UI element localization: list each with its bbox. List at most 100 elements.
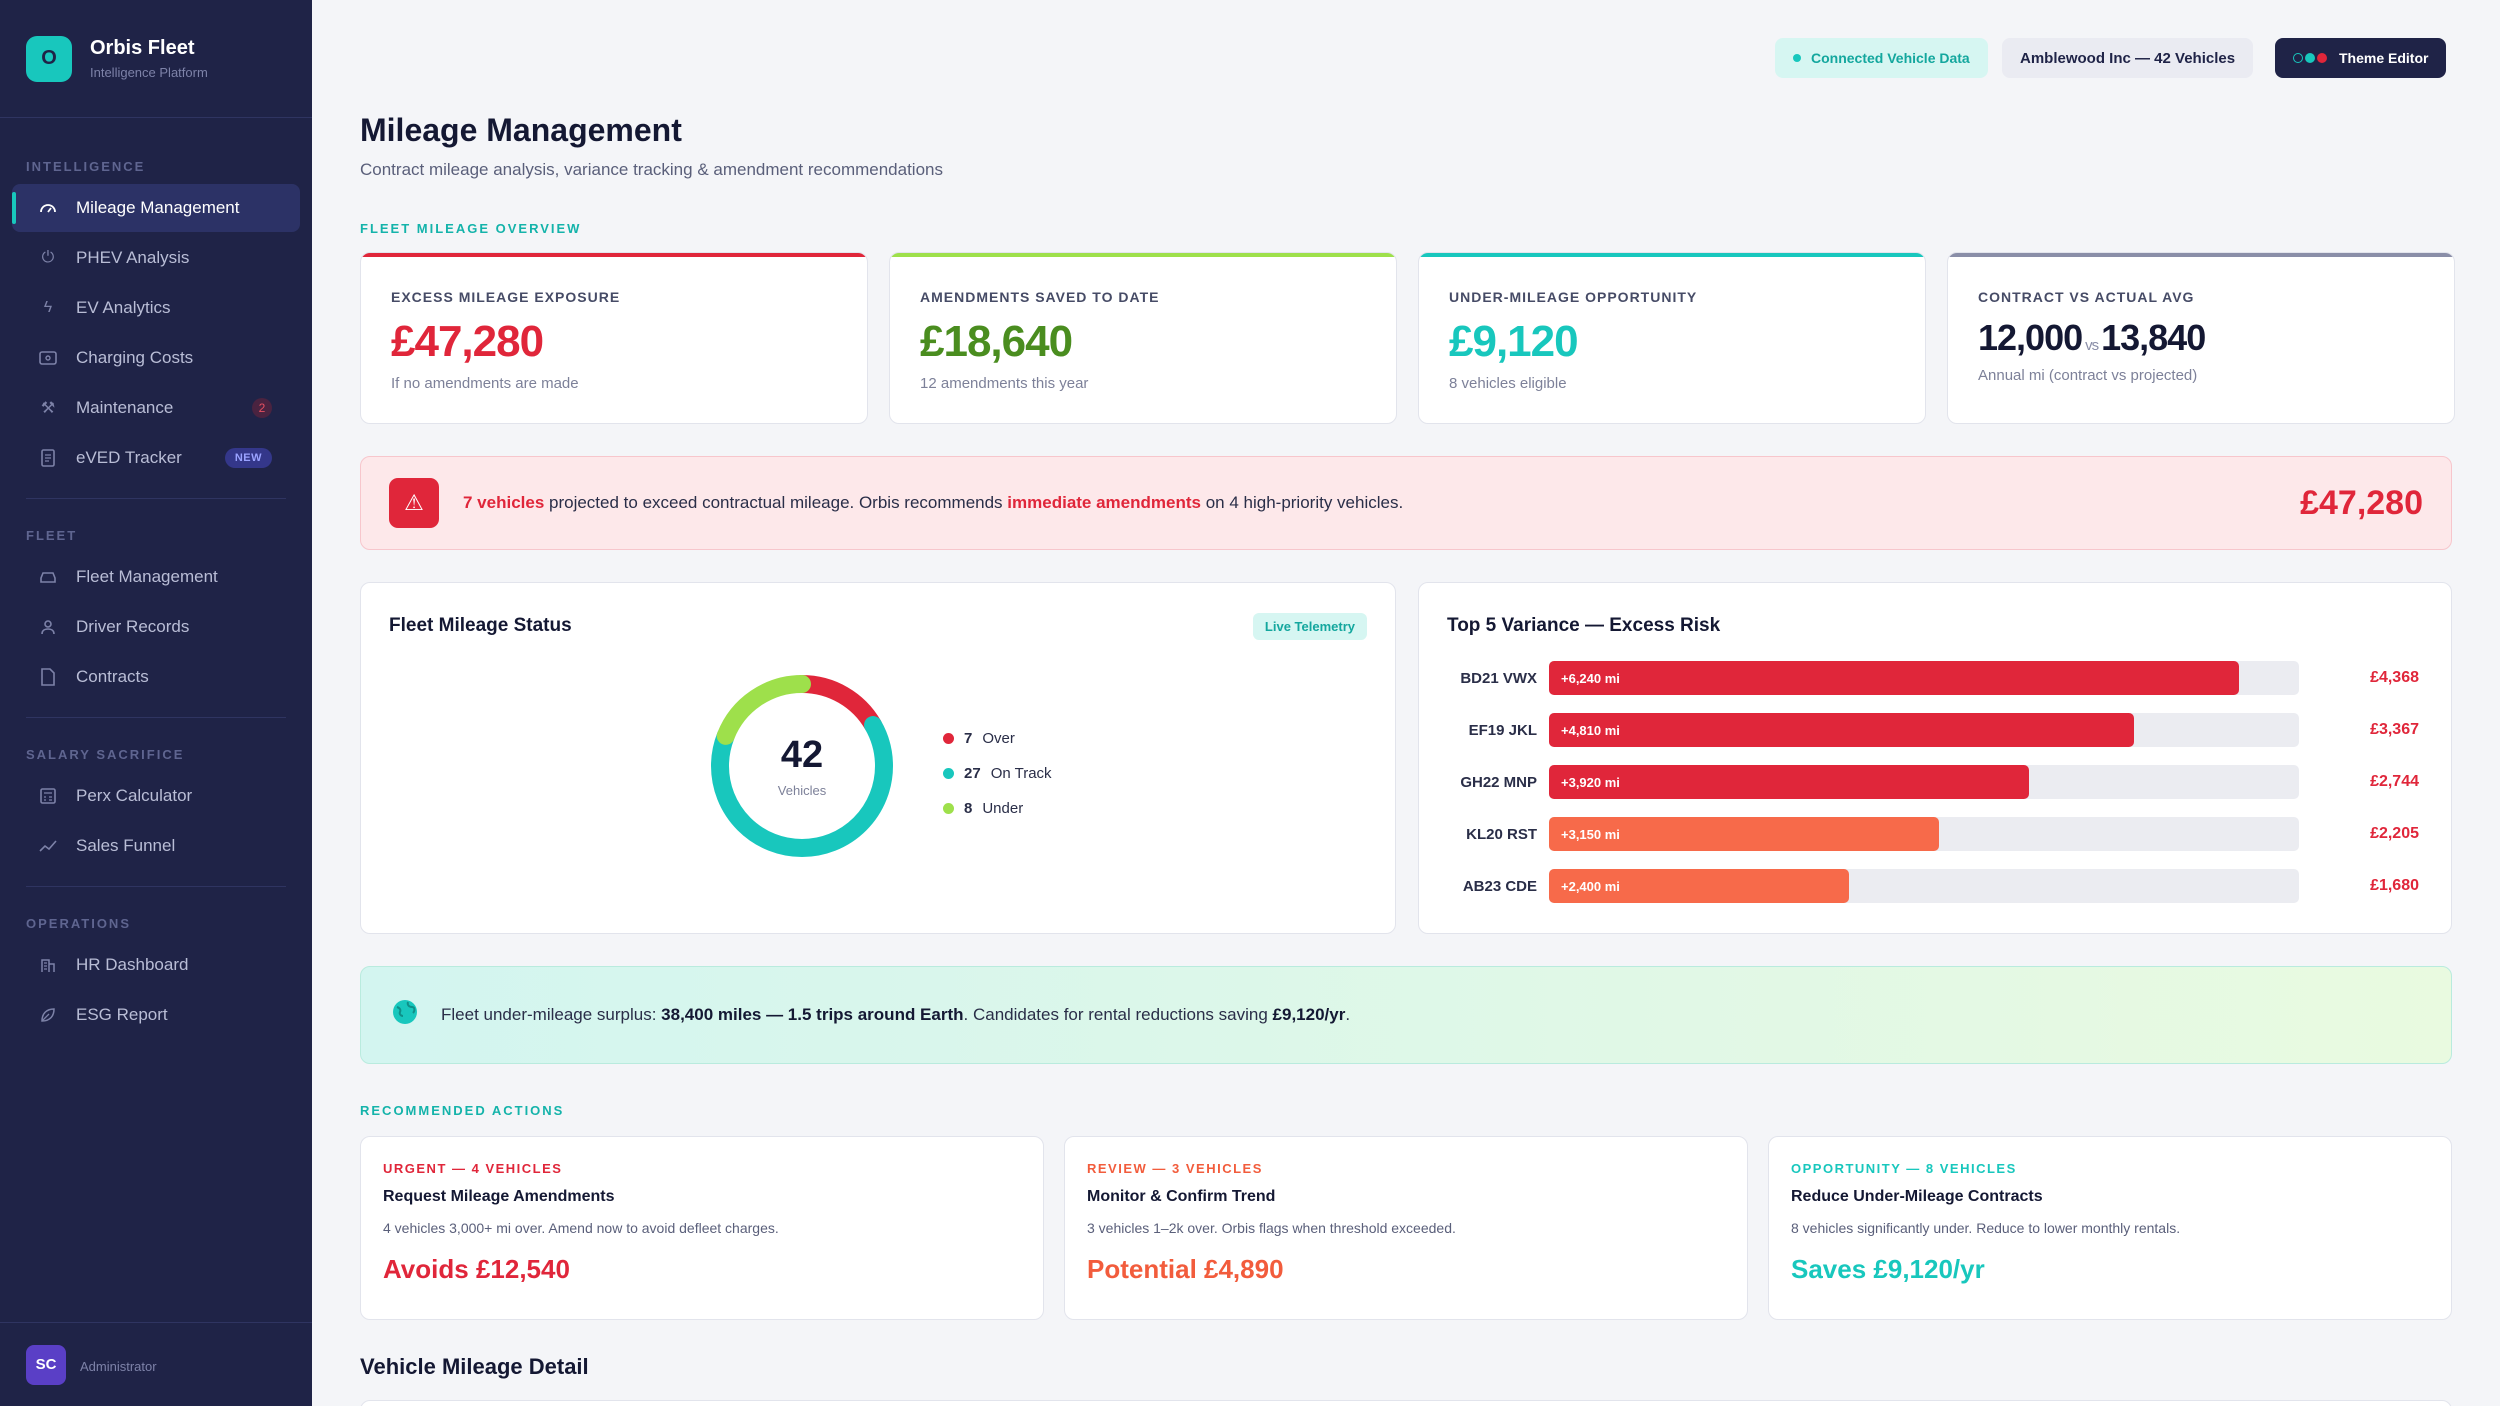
recommended-actions-label: RECOMMENDED ACTIONS: [360, 1103, 565, 1118]
kpi-value: £47,280: [391, 317, 544, 366]
theme-editor-label: Theme Editor: [2339, 50, 2429, 66]
legend-label: Under: [982, 800, 1024, 817]
excess-amount: £1,680: [2370, 877, 2419, 894]
action-tag: URGENT — 4 VEHICLES: [383, 1161, 563, 1176]
kpi-value: £9,120: [1449, 317, 1579, 366]
user-role: Administrator: [80, 1359, 157, 1374]
sidebar-item-label: PHEV Analysis: [76, 248, 190, 267]
kpi-note: Annual mi (contract vs projected): [1978, 367, 2198, 384]
top-variance-panel: Top 5 Variance — Excess Risk BD21 VWX +6…: [1418, 582, 2452, 934]
kpi-note: 8 vehicles eligible: [1449, 375, 1567, 392]
user-profile[interactable]: SC Administrator: [0, 1322, 312, 1406]
calculator-icon: [38, 786, 58, 806]
nav-heading-fleet: FLEET: [26, 528, 78, 543]
sidebar-item-sales-funnel[interactable]: Sales Funnel: [12, 822, 300, 870]
sidebar-item-fleet-management[interactable]: Fleet Management: [12, 553, 300, 601]
new-badge: NEW: [224, 448, 272, 468]
panel-title: Fleet Mileage Status: [389, 615, 572, 636]
donut-total: 42: [780, 734, 824, 776]
status-donut: 42 Vehicles: [707, 671, 897, 861]
donut-segment-on-track: [711, 675, 893, 857]
surplus-highlight: £9,120/yr: [1272, 1005, 1346, 1024]
variance-row[interactable]: AB23 CDE +2,400 mi £1,680: [1447, 869, 2447, 903]
plug-icon: ⏻: [41, 249, 55, 266]
variance-bar-track: +2,400 mi: [1549, 869, 2299, 903]
action-card-review[interactable]: REVIEW — 3 VEHICLES Monitor & Confirm Tr…: [1064, 1136, 1748, 1320]
sidebar-item-phev-analysis[interactable]: ⏻ PHEV Analysis: [12, 234, 300, 282]
legend-swatch: [943, 733, 954, 744]
nav-heading-intelligence: INTELLIGENCE: [26, 159, 146, 174]
sidebar: O Orbis Fleet Intelligence Platform INTE…: [0, 0, 312, 1406]
brand[interactable]: O Orbis Fleet Intelligence Platform: [0, 0, 312, 118]
person-icon: [38, 617, 58, 637]
brand-name: Orbis Fleet: [90, 37, 195, 59]
sidebar-item-label: Charging Costs: [76, 348, 194, 367]
sidebar-item-perx-calculator[interactable]: Perx Calculator: [12, 772, 300, 820]
variance-row[interactable]: KL20 RST +3,150 mi £2,205: [1447, 817, 2447, 851]
sidebar-item-contracts[interactable]: Contracts: [12, 653, 300, 701]
projected-average: 13,840: [2101, 317, 2206, 358]
donut-segment-under: [711, 675, 893, 857]
sidebar-item-label: Maintenance: [76, 398, 174, 417]
legend-item-over: 7 Over: [943, 721, 1052, 756]
sidebar-item-esg-report[interactable]: ESG Report: [12, 991, 300, 1039]
variance-bar: +2,400 mi: [1549, 869, 1849, 903]
sidebar-item-eved-tracker[interactable]: eVED Tracker NEW: [12, 434, 300, 482]
action-title: Monitor & Confirm Trend: [1087, 1188, 1276, 1205]
fleet-mileage-status-panel: Fleet Mileage Status Live Telemetry 42 V…: [360, 582, 1396, 934]
page-title: Mileage Management: [360, 112, 682, 148]
variance-bar: +3,150 mi: [1549, 817, 1939, 851]
surplus-text: . Candidates for rental reductions savin…: [963, 1005, 1273, 1024]
nav-heading-operations: OPERATIONS: [26, 916, 131, 931]
variance-bar: +3,920 mi: [1549, 765, 2029, 799]
organization-selector[interactable]: Amblewood Inc — 42 Vehicles: [2002, 38, 2254, 78]
legend-value: 7: [964, 730, 973, 747]
vehicle-plate: BD21 VWX: [1460, 669, 1537, 687]
sidebar-item-charging-costs[interactable]: Charging Costs: [12, 334, 300, 382]
vehicle-plate: AB23 CDE: [1462, 877, 1537, 895]
variance-bar: +4,810 mi: [1549, 713, 2134, 747]
page-subtitle: Contract mileage analysis, variance trac…: [360, 160, 943, 179]
donut-total-label: Vehicles: [777, 783, 827, 798]
warning-icon: ⚠: [389, 478, 439, 528]
palette-icon: [2293, 53, 2329, 63]
live-telemetry-badge: Live Telemetry: [1252, 613, 1367, 640]
legend-label: On Track: [990, 765, 1052, 782]
sidebar-item-maintenance[interactable]: ⚒ Maintenance 2: [12, 384, 300, 432]
sidebar-item-label: ESG Report: [76, 1005, 168, 1024]
alert-highlight: 7 vehicles: [463, 493, 545, 512]
vehicle-plate: KL20 RST: [1466, 825, 1537, 843]
connected-vehicle-data-status[interactable]: Connected Vehicle Data: [1775, 38, 1988, 78]
variance-row[interactable]: BD21 VWX +6,240 mi £4,368: [1447, 661, 2447, 695]
variance-bar: +6,240 mi: [1549, 661, 2239, 695]
variance-row[interactable]: EF19 JKL +4,810 mi £3,367: [1447, 713, 2447, 747]
action-value: Saves £9,120/yr: [1791, 1254, 1985, 1284]
excess-mileage-alert: ⚠ 7 vehicles projected to exceed contrac…: [360, 456, 2452, 550]
sidebar-item-ev-analytics[interactable]: ϟ EV Analytics: [12, 284, 300, 332]
surplus-highlight: 38,400 miles — 1.5 trips around Earth: [661, 1005, 964, 1024]
sidebar-item-label: EV Analytics: [76, 298, 171, 317]
receipt-icon: [38, 448, 58, 468]
nav-divider: [26, 886, 286, 887]
kpi-amendments-saved: AMENDMENTS SAVED TO DATE £18,640 12 amen…: [889, 252, 1397, 424]
variance-bar-track: +3,150 mi: [1549, 817, 2299, 851]
kpi-excess-mileage-exposure: EXCESS MILEAGE EXPOSURE £47,280 If no am…: [360, 252, 868, 424]
kpi-contract-vs-actual: CONTRACT VS ACTUAL AVG 12,000 vs13,840 An…: [1947, 252, 2455, 424]
sidebar-item-driver-records[interactable]: Driver Records: [12, 603, 300, 651]
wallet-icon: [38, 348, 58, 368]
kpi-label: AMENDMENTS SAVED TO DATE: [920, 289, 1160, 305]
action-title: Request Mileage Amendments: [383, 1188, 615, 1205]
variance-row[interactable]: GH22 MNP +3,920 mi £2,744: [1447, 765, 2447, 799]
theme-editor-button[interactable]: Theme Editor: [2275, 38, 2447, 78]
excess-amount: £2,744: [2370, 773, 2419, 790]
action-card-urgent[interactable]: URGENT — 4 VEHICLES Request Mileage Amen…: [360, 1136, 1044, 1320]
trend-icon: [38, 836, 58, 856]
action-card-opportunity[interactable]: OPPORTUNITY — 8 VEHICLES Reduce Under-Mi…: [1768, 1136, 2452, 1320]
under-mileage-surplus-banner: Fleet under-mileage surplus: 38,400 mile…: [360, 966, 2452, 1064]
sidebar-item-mileage-management[interactable]: Mileage Management: [12, 184, 300, 232]
sidebar-item-hr-dashboard[interactable]: HR Dashboard: [12, 941, 300, 989]
surplus-message: Fleet under-mileage surplus: 38,400 mile…: [441, 1005, 1350, 1025]
wrench-icon: ⚒: [40, 400, 56, 417]
kpi-note: If no amendments are made: [391, 375, 579, 392]
connected-label: Connected Vehicle Data: [1811, 50, 1970, 66]
